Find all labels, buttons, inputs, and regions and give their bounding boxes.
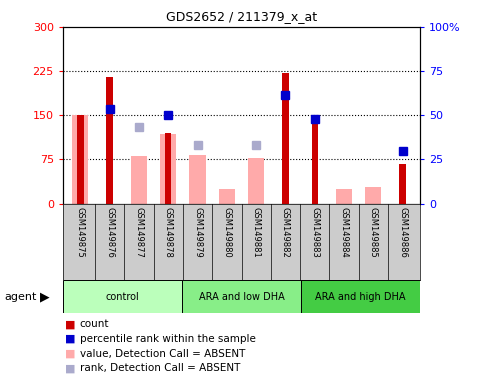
Bar — [248, 157, 264, 204]
Text: rank, Detection Call = ABSENT: rank, Detection Call = ABSENT — [80, 363, 240, 373]
Text: ■: ■ — [65, 334, 76, 344]
Text: GSM149880: GSM149880 — [222, 207, 231, 258]
Text: ■: ■ — [65, 363, 76, 373]
Bar — [63, 280, 182, 313]
Bar — [165, 133, 171, 204]
Text: value, Detection Call = ABSENT: value, Detection Call = ABSENT — [80, 349, 245, 359]
Text: ■: ■ — [65, 319, 76, 329]
Text: ARA and high DHA: ARA and high DHA — [315, 291, 406, 302]
Text: agent: agent — [5, 291, 37, 302]
Bar — [336, 189, 352, 204]
Bar — [189, 155, 206, 204]
Text: GSM149884: GSM149884 — [340, 207, 349, 258]
Text: GSM149876: GSM149876 — [105, 207, 114, 258]
Bar — [219, 189, 235, 204]
Text: count: count — [80, 319, 109, 329]
Bar — [182, 280, 301, 313]
Text: GSM149875: GSM149875 — [76, 207, 85, 258]
Text: GSM149882: GSM149882 — [281, 207, 290, 258]
Bar — [282, 73, 289, 204]
Text: GSM149877: GSM149877 — [134, 207, 143, 258]
Text: ■: ■ — [65, 349, 76, 359]
Text: ARA and low DHA: ARA and low DHA — [199, 291, 284, 302]
Text: GSM149879: GSM149879 — [193, 207, 202, 258]
Bar — [399, 164, 406, 204]
Text: GSM149883: GSM149883 — [310, 207, 319, 258]
Text: GDS2652 / 211379_x_at: GDS2652 / 211379_x_at — [166, 10, 317, 23]
Bar — [160, 134, 176, 204]
Text: percentile rank within the sample: percentile rank within the sample — [80, 334, 256, 344]
Bar — [77, 115, 84, 204]
Text: GSM149886: GSM149886 — [398, 207, 407, 258]
Bar — [72, 115, 88, 204]
Text: GSM149878: GSM149878 — [164, 207, 173, 258]
Bar — [106, 77, 113, 204]
Bar — [312, 122, 318, 204]
Bar — [365, 187, 382, 204]
Bar — [301, 280, 420, 313]
Bar — [131, 156, 147, 204]
Text: control: control — [105, 291, 139, 302]
Text: ▶: ▶ — [40, 290, 49, 303]
Text: GSM149885: GSM149885 — [369, 207, 378, 258]
Text: GSM149881: GSM149881 — [252, 207, 261, 258]
